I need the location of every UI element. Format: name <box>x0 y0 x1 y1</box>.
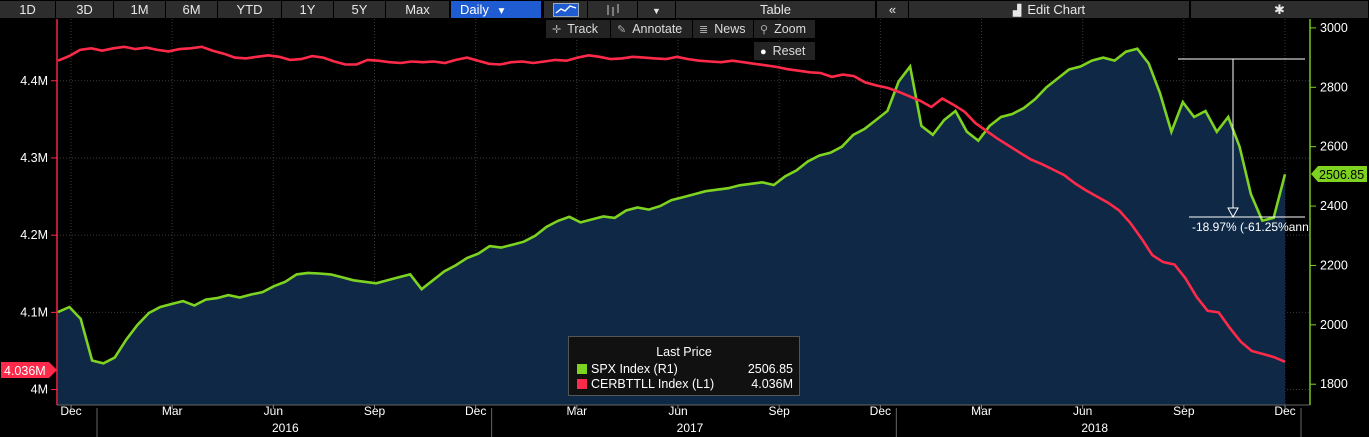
legend-swatch <box>577 364 587 374</box>
track-label: Track <box>567 22 599 36</box>
x-axis: Dec Mar Jun Sep Dec Mar Jun Sep Dec Mar Jun Sep Dec 2… <box>60 404 1302 437</box>
range-6m-button[interactable]: 6M <box>166 1 218 18</box>
range-5y-button[interactable]: 5Y <box>334 1 386 18</box>
settings-button[interactable]: ✱ <box>1191 1 1369 18</box>
x-tick-label: Sep <box>1173 404 1195 418</box>
legend-row-cerbttll: CERBTTLL Index (L1) 4.036M <box>577 377 793 391</box>
right-axis: 1800 2000 2200 2400 2600 2800 3000 <box>1310 21 1348 391</box>
x-tick-label: Dec <box>465 404 486 418</box>
legend-series-value: 2506.85 <box>747 362 793 376</box>
right-tick-label: 3000 <box>1320 21 1348 35</box>
magnifier-icon: ⚲ <box>760 24 769 36</box>
range-ytd-button[interactable]: YTD <box>218 1 282 18</box>
reset-label: Reset <box>772 44 806 58</box>
crosshair-icon: ✛ <box>552 24 562 36</box>
gear-icon: ✱ <box>1274 2 1285 17</box>
x-tick-label: Dec <box>60 404 81 418</box>
track-button[interactable]: ✛ Track <box>546 20 610 38</box>
x-year-label: 2018 <box>1081 421 1108 435</box>
left-axis: 4M 4.1M 4.2M 4.3M 4.4M <box>20 74 57 397</box>
left-tick-label: 4M <box>31 383 48 397</box>
x-tick-label: Sep <box>364 404 386 418</box>
news-button[interactable]: ≣ News <box>693 20 753 38</box>
right-tick-label: 2800 <box>1320 80 1348 94</box>
right-tick-label: 2600 <box>1320 140 1348 154</box>
range-3d-button[interactable]: 3D <box>56 1 114 18</box>
x-tick-label: Jun <box>1073 404 1092 418</box>
collapse-button[interactable]: « <box>877 1 909 18</box>
annotate-button[interactable]: ✎ Annotate <box>611 20 692 38</box>
drawdown-annotation: -18.97% (-61.25%ann <box>1178 58 1309 234</box>
table-button[interactable]: Table <box>676 1 876 18</box>
drawdown-label: -18.97% (-61.25%ann <box>1192 220 1309 234</box>
reset-dot-icon: ● <box>760 46 767 58</box>
right-tick-label: 1800 <box>1320 377 1348 391</box>
zoom-button[interactable]: ⚲ Zoom <box>754 20 815 38</box>
line-chart-type-button[interactable] <box>544 1 588 18</box>
x-tick-label: Mar <box>971 404 992 418</box>
line-chart-icon <box>552 3 579 17</box>
legend-series-name: CERBTTLL Index (L1) <box>591 377 715 391</box>
legend-series-value: 4.036M <box>751 377 793 391</box>
left-last-price-tag: 4.036M <box>1 362 57 378</box>
spx-series-line <box>57 47 1287 365</box>
x-tick-label: Sep <box>768 404 790 418</box>
news-label: News <box>714 22 746 36</box>
double-chevron-left-icon: « <box>888 2 897 17</box>
chart-type-dropdown[interactable]: ▼ <box>638 1 676 18</box>
left-tick-label: 4.4M <box>20 74 48 88</box>
annotate-label: Annotate <box>632 22 683 36</box>
bar-chart-icon <box>607 4 618 16</box>
range-max-button[interactable]: Max <box>386 1 450 18</box>
legend-title: Last Price <box>656 345 712 359</box>
news-icon: ≣ <box>699 24 709 36</box>
reset-button[interactable]: ● Reset <box>754 42 815 60</box>
x-year-label: 2017 <box>677 421 704 435</box>
x-tick-label: Jun <box>264 404 283 418</box>
bar-chart-type-button[interactable] <box>588 1 638 18</box>
edit-chart-button[interactable]: ▟ Edit Chart <box>909 1 1190 18</box>
chevron-down-icon: ▼ <box>496 6 507 17</box>
frequency-dropdown[interactable]: Daily ▼ <box>451 1 542 18</box>
right-tick-label: 2200 <box>1320 258 1348 272</box>
right-tick-label: 2400 <box>1320 199 1348 213</box>
legend-swatch <box>577 379 587 389</box>
cerbttll-series-line <box>57 45 1286 363</box>
x-tick-label: Mar <box>566 404 587 418</box>
range-1y-button[interactable]: 1Y <box>282 1 334 18</box>
right-tick-label: 2000 <box>1320 318 1348 332</box>
left-tick-label: 4.2M <box>20 228 48 242</box>
chart-settings-icon: ▟ <box>1012 5 1022 17</box>
right-last-price-tag: 2506.85 <box>1311 166 1367 182</box>
chart-toolbar: 1D 3D 1M 6M YTD 1Y 5Y Max Daily ▼ ▼ Tabl… <box>0 0 1369 19</box>
x-tick-label: Jun <box>668 404 687 418</box>
range-1d-button[interactable]: 1D <box>0 1 56 18</box>
x-tick-label: Dec <box>870 404 891 418</box>
pencil-icon: ✎ <box>617 24 627 36</box>
zoom-label: Zoom <box>774 22 807 36</box>
right-last-price: 2506.85 <box>1319 168 1364 182</box>
x-year-label: 2016 <box>272 421 299 435</box>
left-tick-label: 4.1M <box>20 305 48 319</box>
legend-row-spx: SPX Index (R1) 2506.85 <box>577 362 793 376</box>
x-tick-label: Mar <box>162 404 183 418</box>
chevron-down-icon: ▼ <box>652 6 661 16</box>
edit-chart-label: Edit Chart <box>1027 2 1086 17</box>
left-last-price: 4.036M <box>4 364 46 378</box>
left-tick-label: 4.3M <box>20 151 48 165</box>
frequency-label: Daily <box>460 2 489 17</box>
legend-series-name: SPX Index (R1) <box>591 362 678 376</box>
x-tick-label: Dec <box>1274 404 1295 418</box>
legend: Last Price SPX Index (R1) 2506.85 CERBTT… <box>568 336 800 396</box>
spx-area-fill <box>58 48 1285 405</box>
range-1m-button[interactable]: 1M <box>114 1 166 18</box>
